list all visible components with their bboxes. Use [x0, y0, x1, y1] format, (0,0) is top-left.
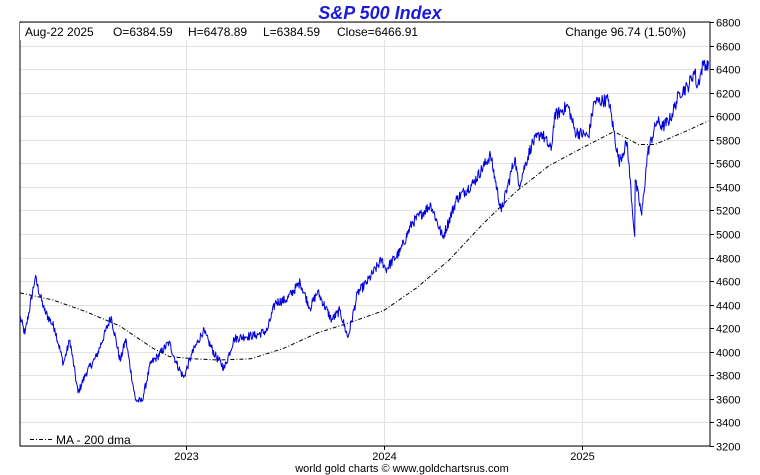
- header-close: Close=6466.91: [337, 25, 418, 39]
- x-tick-label: 2023: [174, 451, 198, 463]
- x-axis: 2023 2024 2025: [174, 446, 595, 463]
- legend: MA - 200 dma: [30, 433, 131, 447]
- header-open: O=6384.59: [113, 25, 173, 39]
- y-tick-label: 3400: [716, 418, 740, 430]
- x-tick-label: 2024: [372, 451, 396, 463]
- chart-title: S&P 500 Index: [318, 3, 442, 23]
- footer-credit: world gold charts © www.goldchartsrus.co…: [294, 463, 509, 475]
- y-tick-label: 4000: [716, 348, 740, 360]
- y-tick-label: 5800: [716, 136, 740, 148]
- price-series: [19, 60, 709, 403]
- y-tick-label: 6800: [716, 18, 740, 30]
- y-tick-label: 4400: [716, 301, 740, 313]
- y-tick-label: 4200: [716, 324, 740, 336]
- ma-200-series: [19, 120, 709, 361]
- y-tick-label: 5400: [716, 183, 740, 195]
- y-tick-label: 5000: [716, 230, 740, 242]
- y-axis: 3200 3400 3600 3800 4000 4200 4400 4600 4800 5000…: [710, 18, 740, 454]
- header-low: L=6384.59: [263, 25, 320, 39]
- y-tick-label: 6400: [716, 65, 740, 77]
- x-tick-label: 2025: [570, 451, 594, 463]
- y-tick-label: 6600: [716, 42, 740, 54]
- y-tick-label: 4600: [716, 277, 740, 289]
- header-band: [20, 23, 709, 40]
- header-high: H=6478.89: [188, 25, 247, 39]
- y-tick-label: 6000: [716, 112, 740, 124]
- ma-200-line: [19, 120, 709, 361]
- y-tick-label: 3600: [716, 395, 740, 407]
- y-tick-label: 4800: [716, 254, 740, 266]
- y-tick-label: 3200: [716, 442, 740, 454]
- y-tick-label: 5600: [716, 159, 740, 171]
- gridlines: [20, 22, 710, 447]
- y-tick-label: 3800: [716, 371, 740, 383]
- legend-ma-label: MA - 200 dma: [56, 433, 131, 447]
- y-tick-label: 6200: [716, 89, 740, 101]
- y-tick-label: 5200: [716, 206, 740, 218]
- header-change: Change 96.74 (1.50%): [565, 25, 686, 39]
- price-line: [19, 60, 709, 403]
- header-date: Aug-22 2025: [25, 25, 94, 39]
